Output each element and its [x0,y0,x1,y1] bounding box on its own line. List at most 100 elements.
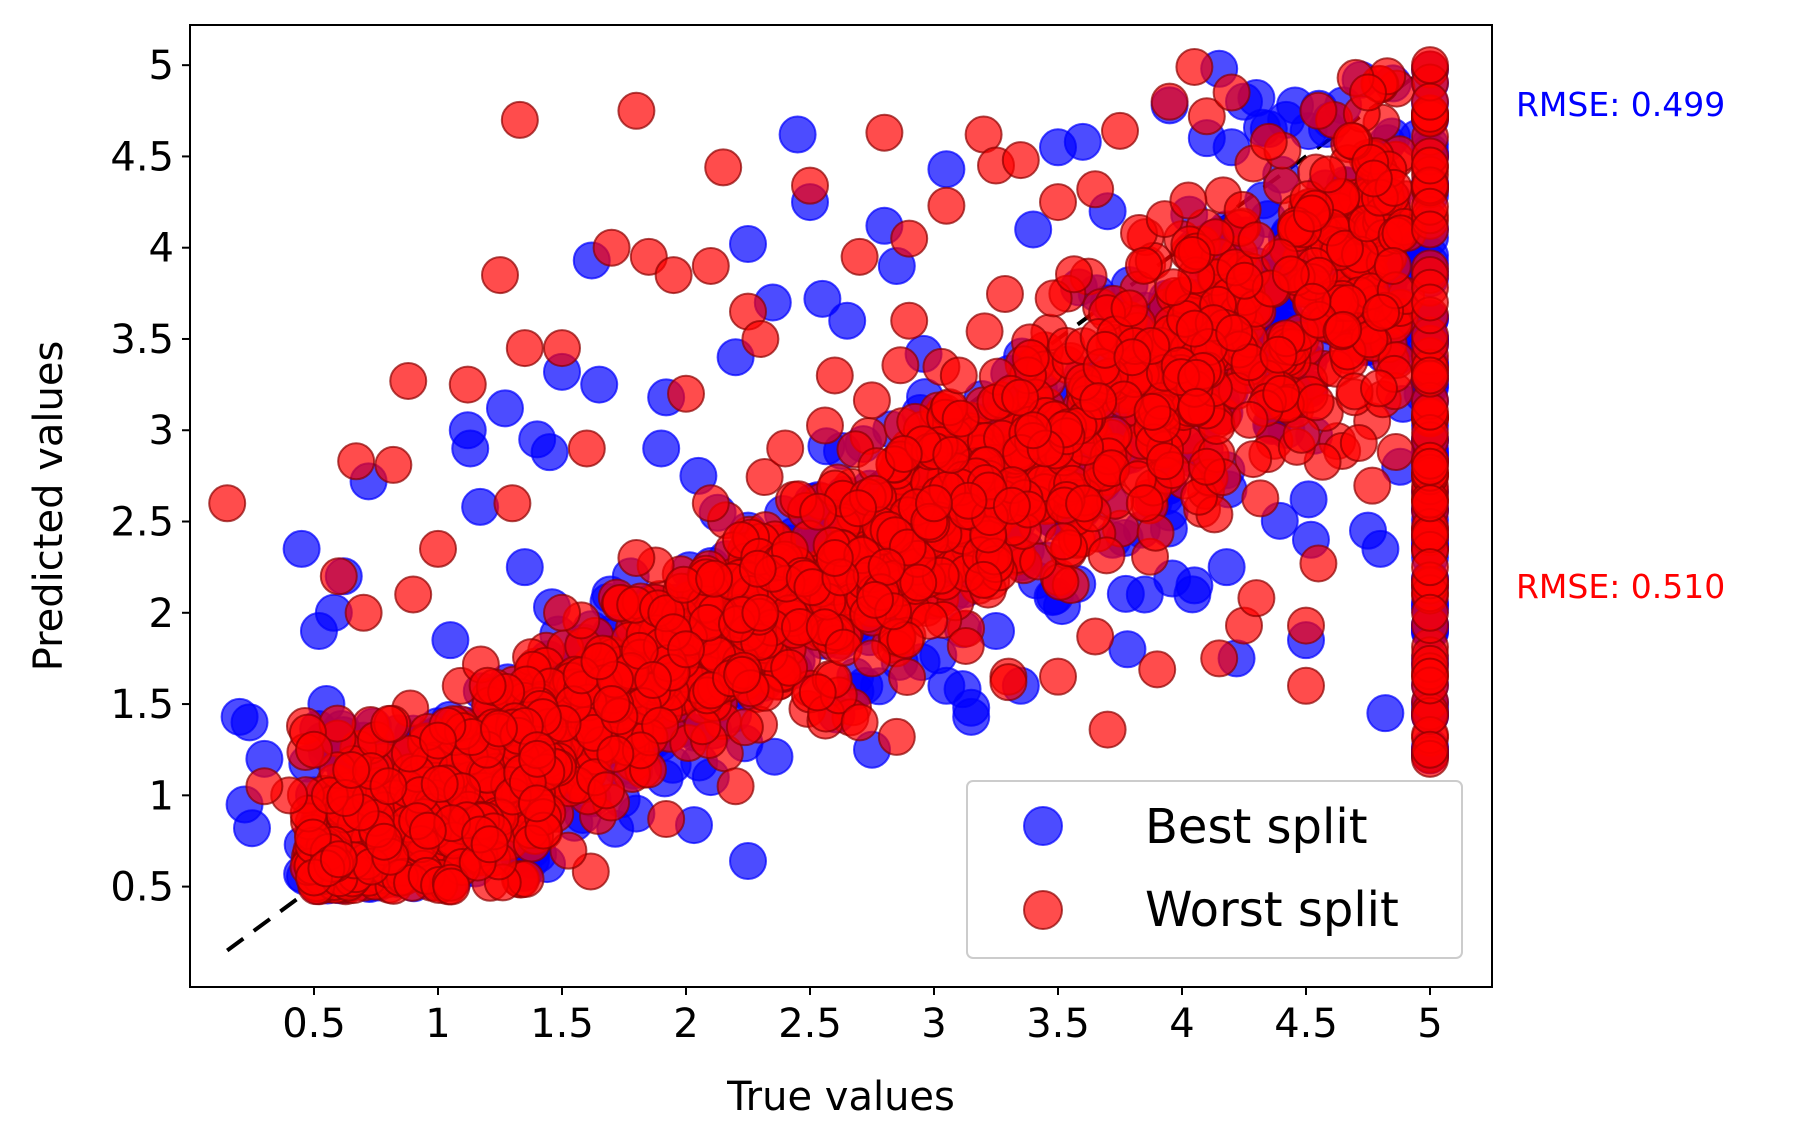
worst-split-point [1177,387,1216,426]
worst-split-point [1110,289,1149,328]
worst-split-point [815,539,854,578]
worst-split-point [1225,261,1264,300]
legend-label-worst: Worst split [1145,882,1399,938]
worst-split-point [592,685,631,724]
worst-split-point [1376,433,1415,472]
worst-split-point [704,148,743,187]
worst-split-point [798,673,837,712]
worst-split-point [543,593,581,632]
best-split-point [233,809,271,848]
worst-split-point [1259,335,1298,374]
worst-split-point [1299,544,1338,583]
worst-split-point [389,361,428,400]
x-tick-label: 4.5 [1274,1001,1338,1047]
worst-split-point [1411,392,1449,431]
worst-split-point [1076,170,1115,209]
worst-split-point [1411,210,1449,249]
worst-split-point [1354,159,1393,198]
x-tick-label: 0.5 [282,1001,346,1047]
worst-split-point [1154,268,1193,307]
worst-split-point [365,822,404,861]
worst-split-point [1411,548,1449,587]
worst-split-point [1014,411,1053,450]
worst-split-point [634,661,673,700]
worst-split-point [839,489,878,528]
worst-split-point [1001,141,1040,180]
x-tick-label: 1.5 [530,1001,594,1047]
worst-split-point [899,563,938,602]
best-split-point [485,389,524,428]
worst-split-point [852,381,891,420]
y-tick-label: 4 [149,226,174,272]
worst-split-point [840,703,879,742]
y-tick-label: 4.5 [110,134,174,180]
worst-split-point [881,346,920,385]
worst-split-point [1411,146,1449,185]
worst-split-point [1138,650,1177,689]
best-split-point [927,666,966,705]
worst-split-point [766,429,805,468]
worst-split-point [965,312,1004,351]
worst-split-point [295,730,333,769]
x-tick-label: 3 [921,1001,946,1047]
worst-split-point [941,399,980,438]
best-split-point [1289,480,1328,519]
worst-split-point [208,484,247,523]
worst-split-point [985,275,1024,314]
worst-split-point [1287,606,1325,645]
worst-split-point [667,374,705,413]
worst-split-point [470,825,509,864]
worst-split-point [1215,314,1254,353]
worst-split-point [1088,710,1127,749]
worst-split-point [654,256,693,295]
worst-split-point [1299,91,1338,130]
worst-split-point [738,549,777,588]
worst-split-point [617,539,656,578]
x-tick-label: 4 [1169,1001,1194,1047]
best-split-point [828,301,867,340]
worst-split-point [1125,484,1164,523]
worst-split-point [374,445,413,484]
worst-split-point [1039,657,1077,696]
worst-split-points [208,46,1449,906]
best-split-point [803,279,842,318]
worst-split-point [1039,183,1077,222]
worst-split-point [1293,282,1332,321]
y-tick-label: 3.5 [110,317,174,363]
worst-split-point [408,811,447,850]
worst-split-point [596,734,635,773]
worst-split-point [1087,536,1126,575]
worst-split-point [481,256,519,295]
worst-split-point [500,100,539,139]
worst-split-point [964,560,1003,599]
worst-split-point [1187,447,1226,486]
rmse-best-annotation: RMSE: 0.499 [1516,85,1725,124]
worst-split-point [691,246,730,285]
worst-split-point [695,559,734,598]
worst-split-point [1175,309,1214,348]
best-split-point [1014,210,1053,249]
worst-split-point [420,765,459,804]
worst-split-point [344,593,383,632]
worst-split-point [884,435,923,474]
best-split-point [230,703,269,742]
worst-split-point [791,166,829,205]
worst-split-point [1324,310,1363,349]
plot-frame [189,24,1493,988]
worst-split-point [517,784,556,823]
worst-split-point [1054,255,1093,294]
worst-split-point [1113,338,1152,377]
worst-split-point [337,442,376,481]
worst-split-point [890,219,929,258]
worst-split-point [1411,447,1449,486]
worst-split-point [1079,382,1118,421]
best-split-point [1361,529,1400,568]
worst-split-point [888,658,927,697]
worst-split-point [741,319,780,358]
worst-split-point [493,484,532,523]
worst-split-point [1249,122,1288,161]
worst-split-point [580,642,619,681]
worst-split-point [1271,255,1310,294]
best-split-point [1366,694,1405,733]
